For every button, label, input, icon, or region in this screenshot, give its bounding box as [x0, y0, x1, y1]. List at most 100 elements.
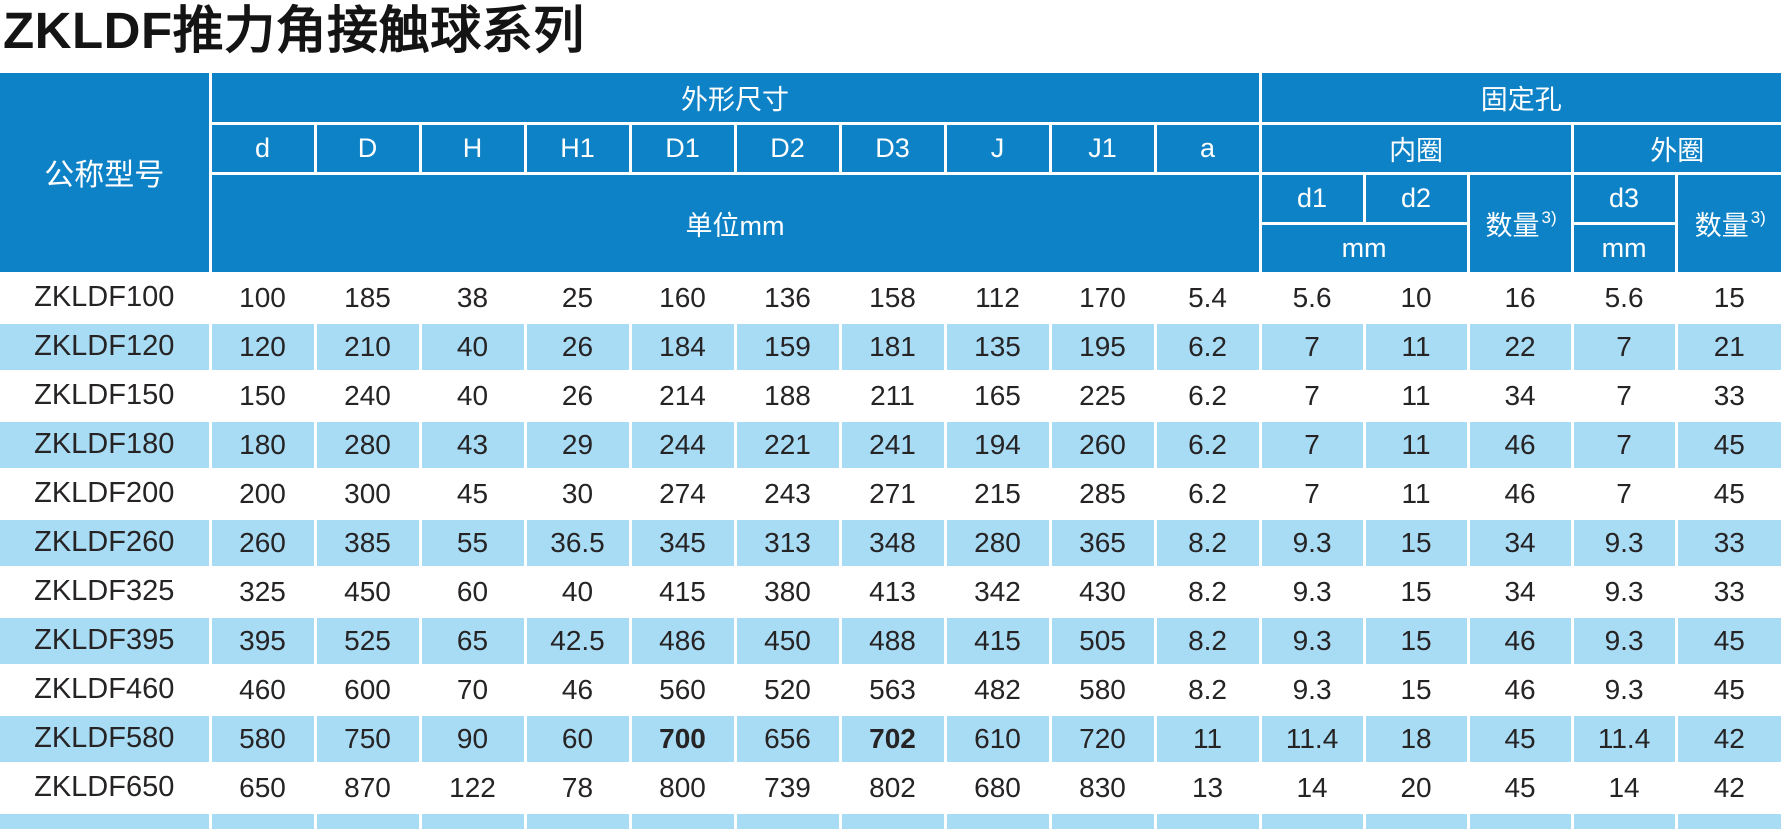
value-cell: 211: [838, 369, 947, 422]
model-cell: ZKLDF200: [0, 467, 212, 520]
value-cell: 38: [418, 271, 527, 324]
partial-cell: [943, 810, 1052, 829]
value-cell: 482: [943, 663, 1052, 716]
value-cell: 185: [313, 271, 422, 324]
value-cell: 11.4: [1570, 712, 1678, 765]
value-cell: 656: [733, 712, 842, 765]
value-cell: 10: [1362, 271, 1470, 324]
value-cell: 460: [208, 663, 317, 716]
value-cell: 560: [628, 663, 737, 716]
value-cell: 274: [628, 467, 737, 520]
value-cell: 225: [1048, 369, 1157, 422]
value-cell: 45: [1674, 614, 1781, 667]
value-cell: 450: [733, 614, 842, 667]
value-cell: 160: [628, 271, 737, 324]
value-cell: 14: [1258, 761, 1366, 814]
value-cell: 9.3: [1258, 614, 1366, 667]
value-cell: 221: [733, 418, 842, 471]
model-cell: ZKLDF395: [0, 614, 212, 667]
value-cell: 195: [1048, 320, 1157, 373]
value-cell: 60: [418, 565, 527, 618]
qty-label: 数量: [1694, 210, 1749, 241]
value-cell: 5.4: [1153, 271, 1262, 324]
value-cell: 120: [208, 320, 317, 373]
value-cell: 16: [1466, 271, 1574, 324]
col-header-D3: D3: [838, 121, 947, 175]
value-cell: 43: [418, 418, 527, 471]
partial-cell: [1466, 810, 1574, 829]
value-cell: 11: [1362, 320, 1470, 373]
value-cell: 42: [1674, 712, 1781, 765]
value-cell: 413: [838, 565, 947, 618]
partial-cell: [1570, 810, 1678, 829]
value-cell: 260: [208, 516, 317, 569]
value-cell: 45: [1466, 712, 1574, 765]
value-cell: 11: [1362, 467, 1470, 520]
group-header-outer-ring: 外圈: [1570, 121, 1781, 175]
partial-cell: [208, 810, 317, 829]
value-cell: 184: [628, 320, 737, 373]
value-cell: 870: [313, 761, 422, 814]
model-cell: ZKLDF460: [0, 663, 212, 716]
table-row-partial: [0, 810, 1781, 829]
value-cell: 36.5: [523, 516, 632, 569]
value-cell: 26: [523, 320, 632, 373]
value-cell: 45: [1674, 663, 1781, 716]
value-cell: 7: [1570, 418, 1678, 471]
group-header-inner-ring: 内圈: [1258, 121, 1574, 175]
value-cell: 11: [1362, 418, 1470, 471]
value-cell: 40: [418, 320, 527, 373]
value-cell: 45: [418, 467, 527, 520]
col-header-qty-outer: 数量 3): [1674, 171, 1781, 275]
value-cell: 18: [1362, 712, 1470, 765]
col-header-J1: J1: [1048, 121, 1157, 175]
value-cell: 243: [733, 467, 842, 520]
value-cell: 30: [523, 467, 632, 520]
value-cell: 241: [838, 418, 947, 471]
value-cell: 26: [523, 369, 632, 422]
value-cell: 9.3: [1570, 565, 1678, 618]
value-cell: 271: [838, 467, 947, 520]
value-cell: 6.2: [1153, 320, 1262, 373]
col-header-D1: D1: [628, 121, 737, 175]
value-cell: 194: [943, 418, 1052, 471]
value-cell: 70: [418, 663, 527, 716]
value-cell: 830: [1048, 761, 1157, 814]
value-cell: 415: [943, 614, 1052, 667]
table-row: ZKLDF200 200 300 45 30 274 243 271 215 285 6.…: [0, 467, 1781, 520]
value-cell: 5.6: [1258, 271, 1366, 324]
value-cell: 200: [208, 467, 317, 520]
model-cell: ZKLDF650: [0, 761, 212, 814]
model-cell: ZKLDF120: [0, 320, 212, 373]
value-cell: 345: [628, 516, 737, 569]
value-cell: 702: [838, 712, 947, 765]
table-row: ZKLDF650 650 870 122 78 800 739 802 680 830 1…: [0, 761, 1781, 814]
value-cell: 525: [313, 614, 422, 667]
table-row: ZKLDF180 180 280 43 29 244 221 241 194 260 6.…: [0, 418, 1781, 471]
value-cell: 136: [733, 271, 842, 324]
value-cell: 60: [523, 712, 632, 765]
header-row-subcolumns: 单位mm d1 d2 数量 3) d3 数量 3): [0, 171, 1781, 275]
value-cell: 430: [1048, 565, 1157, 618]
value-cell: 29: [523, 418, 632, 471]
value-cell: 348: [838, 516, 947, 569]
header-row-groups: 公称型号 外形尺寸 固定孔: [0, 73, 1781, 275]
value-cell: 486: [628, 614, 737, 667]
value-cell: 11.4: [1258, 712, 1366, 765]
value-cell: 650: [208, 761, 317, 814]
value-cell: 365: [1048, 516, 1157, 569]
value-cell: 7: [1570, 467, 1678, 520]
value-cell: 8.2: [1153, 565, 1262, 618]
value-cell: 25: [523, 271, 632, 324]
value-cell: 7: [1570, 369, 1678, 422]
value-cell: 11: [1362, 369, 1470, 422]
value-cell: 739: [733, 761, 842, 814]
header-row-columns: d D H H1 D1 D2 D3 J J1 a 内圈 外圈: [0, 121, 1781, 175]
value-cell: 9.3: [1570, 516, 1678, 569]
value-cell: 415: [628, 565, 737, 618]
value-cell: 42: [1674, 761, 1781, 814]
value-cell: 34: [1466, 369, 1574, 422]
value-cell: 8.2: [1153, 614, 1262, 667]
table-row: ZKLDF260 260 385 55 36.5 345 313 348 280 365…: [0, 516, 1781, 569]
value-cell: 720: [1048, 712, 1157, 765]
